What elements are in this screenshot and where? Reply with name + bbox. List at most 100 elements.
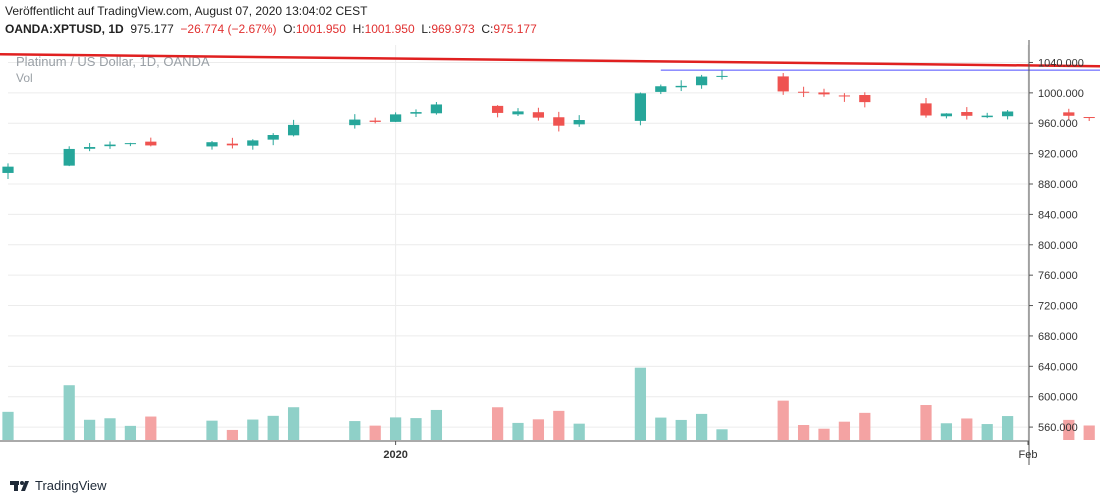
volume-bar	[430, 409, 443, 440]
volume-bar	[655, 417, 667, 440]
volume-bar	[63, 385, 75, 440]
volume-bar	[410, 418, 422, 440]
tradingview-logo[interactable]: TradingView	[10, 478, 107, 493]
price-tick-label: 680.000	[1038, 331, 1078, 343]
volume-bar	[838, 421, 851, 440]
candle-body	[410, 112, 422, 114]
volume-bar	[1001, 416, 1014, 440]
volume-bar	[777, 400, 789, 440]
candle-body	[63, 148, 75, 166]
volume-bar	[981, 424, 993, 440]
volume-bar	[961, 418, 973, 440]
price-tick-label: 840.000	[1038, 209, 1078, 221]
last-price: 975.177	[130, 22, 174, 36]
volume-bar	[226, 429, 239, 440]
low-label: L:	[421, 22, 432, 36]
candle-body	[797, 91, 810, 93]
volume-bar	[512, 422, 524, 440]
candle-body	[349, 119, 361, 126]
volume-bar	[553, 410, 565, 440]
price-tick-label: 960.000	[1038, 118, 1078, 130]
volume-bar	[1083, 425, 1095, 440]
candle-body	[818, 92, 830, 95]
volume-bar	[491, 407, 504, 440]
candle-body	[83, 147, 96, 149]
price-tick-label: 800.000	[1038, 240, 1078, 252]
high-label: H:	[352, 22, 365, 36]
candle-body	[512, 111, 524, 115]
low-value: 969.973	[431, 22, 475, 36]
price-change: −26.774 (−2.67%)	[180, 22, 277, 36]
symbol-info: OANDA:XPTUSD, 1D 975.177 −26.774 (−2.67%…	[5, 22, 537, 36]
volume-bar	[859, 412, 871, 440]
close-value: 975.177	[493, 22, 537, 36]
price-tick-label: 760.000	[1038, 270, 1078, 282]
candle-body	[124, 143, 137, 145]
volume-bar	[389, 417, 402, 440]
candle-body	[2, 166, 14, 173]
candle-body	[981, 115, 993, 118]
price-tick-label: 640.000	[1038, 361, 1078, 373]
candle-body	[389, 114, 402, 122]
published-info: Veröffentlicht auf TradingView.com, Augu…	[5, 4, 368, 18]
high-value: 1001.950	[364, 22, 415, 36]
price-tick-label: 1040.000	[1038, 57, 1084, 69]
volume-bar	[124, 425, 137, 440]
time-tick-label: 2020	[383, 449, 407, 461]
brand-name: TradingView	[35, 478, 107, 493]
volume-bar	[675, 419, 687, 440]
volume-bar	[920, 405, 932, 440]
open-value: 1001.950	[295, 22, 346, 36]
close-label: C:	[481, 22, 494, 36]
candle-body	[634, 93, 647, 121]
volume-bar	[369, 425, 381, 440]
candle-body	[695, 76, 708, 86]
candle-body	[716, 75, 728, 77]
volume-bar	[695, 413, 708, 440]
candle-body	[226, 143, 239, 146]
candle-body	[491, 105, 504, 113]
candle-body	[287, 124, 300, 136]
volume-bar	[349, 421, 361, 440]
volume-bar	[206, 420, 218, 440]
volume-bar	[1063, 419, 1075, 440]
volume-bar	[83, 419, 96, 440]
volume-bar	[634, 367, 647, 440]
candle-body	[247, 140, 259, 146]
price-tick-label: 1000.000	[1038, 88, 1084, 100]
candle-body	[267, 135, 279, 140]
price-tick-label: 720.000	[1038, 301, 1078, 313]
volume-bar	[2, 411, 14, 440]
volume-bar	[716, 429, 728, 440]
candle-body	[940, 113, 953, 117]
candle-body	[553, 117, 565, 126]
volume-bar	[940, 423, 953, 440]
volume-bar	[104, 418, 116, 440]
open-label: O:	[283, 22, 296, 36]
price-tick-label: 880.000	[1038, 179, 1078, 191]
tradingview-icon	[10, 480, 29, 491]
candle-body	[145, 141, 157, 146]
volume-bar	[797, 425, 810, 440]
candle-body	[655, 86, 667, 92]
candle-body	[859, 95, 871, 103]
volume-bar	[532, 419, 545, 440]
candle-body	[1001, 111, 1014, 117]
time-tick-label: Feb	[1019, 449, 1038, 461]
volume-bar	[818, 428, 830, 440]
symbol-label[interactable]: OANDA:XPTUSD, 1D	[5, 22, 124, 36]
trendline	[0, 53, 1100, 68]
volume-bar	[573, 423, 585, 440]
candle-body	[1083, 117, 1095, 119]
candle-body	[675, 85, 687, 88]
candle-body	[961, 112, 973, 116]
volume-bar	[267, 415, 279, 440]
candle-body	[838, 95, 851, 97]
candle-body	[573, 120, 585, 125]
volume-bar	[145, 416, 157, 440]
candle-body	[369, 120, 381, 122]
price-tick-label: 920.000	[1038, 149, 1078, 161]
price-tick-label: 600.000	[1038, 392, 1078, 404]
volume-bar	[247, 419, 259, 440]
